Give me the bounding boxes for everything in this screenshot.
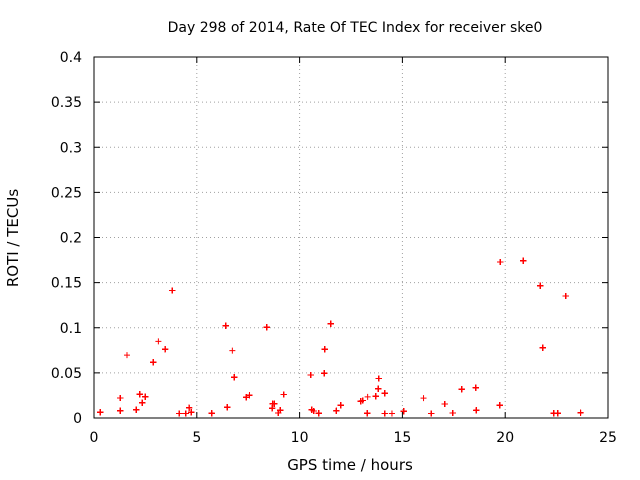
data-point xyxy=(155,338,162,345)
axis-ticks: 0 5 10 15 20 25 0 0.05 0.1 0.15 0.2 0.25 0.3 0.35 0.4 xyxy=(51,50,617,446)
data-point xyxy=(333,407,340,414)
data-point xyxy=(359,397,366,404)
data-point xyxy=(188,409,195,416)
data-point xyxy=(310,408,317,415)
x-tick-label: 25 xyxy=(599,430,617,446)
data-point xyxy=(375,385,382,392)
y-tick-label: 0.3 xyxy=(60,140,82,156)
data-point xyxy=(337,402,344,409)
data-point xyxy=(231,374,238,381)
data-point xyxy=(327,320,334,327)
data-point xyxy=(562,292,569,299)
x-tick-label: 20 xyxy=(496,430,514,446)
data-point xyxy=(275,410,282,417)
data-point xyxy=(280,391,287,398)
x-tick-label: 10 xyxy=(291,430,309,446)
data-point xyxy=(449,410,456,417)
data-point xyxy=(224,404,231,411)
data-point xyxy=(364,393,371,400)
data-point xyxy=(472,384,479,391)
data-point xyxy=(420,395,427,402)
data-point xyxy=(375,375,382,382)
data-point xyxy=(243,394,250,401)
data-point xyxy=(497,258,504,265)
data-point xyxy=(182,410,189,417)
data-point xyxy=(142,393,149,400)
data-point xyxy=(473,407,480,414)
data-point xyxy=(117,407,124,414)
data-point xyxy=(315,410,322,417)
y-tick-label: 0.4 xyxy=(60,50,82,66)
data-point xyxy=(162,346,169,353)
data-point xyxy=(428,410,435,417)
data-point xyxy=(222,322,229,329)
y-tick-label: 0.05 xyxy=(51,366,82,382)
data-point xyxy=(550,410,557,417)
y-axis-label: ROTI / TECUs xyxy=(4,189,22,287)
data-point xyxy=(97,409,104,416)
y-tick-label: 0.1 xyxy=(60,321,82,337)
data-point xyxy=(246,392,253,399)
y-tick-label: 0.35 xyxy=(51,95,82,111)
data-point xyxy=(458,386,465,393)
data-point xyxy=(150,359,157,366)
data-point xyxy=(169,287,176,294)
data-point xyxy=(269,405,276,412)
data-point xyxy=(186,404,193,411)
chart-title: Day 298 of 2014, Rate Of TEC Index for r… xyxy=(168,20,543,36)
data-point xyxy=(271,400,278,407)
data-point xyxy=(133,406,140,413)
y-tick-label: 0.2 xyxy=(60,231,82,247)
data-point xyxy=(577,409,584,416)
data-point xyxy=(539,344,546,351)
y-tick-label: 0 xyxy=(73,411,82,427)
data-point xyxy=(139,399,146,406)
data-point xyxy=(381,390,388,397)
data-point xyxy=(496,402,503,409)
data-point xyxy=(208,410,215,417)
data-point xyxy=(321,370,328,377)
data-points xyxy=(97,257,584,417)
data-point xyxy=(520,257,527,264)
data-point xyxy=(537,282,544,289)
grid-lines xyxy=(94,57,608,418)
data-point xyxy=(117,395,124,402)
x-axis-label: GPS time / hours xyxy=(287,456,413,474)
x-tick-label: 5 xyxy=(192,430,201,446)
data-point xyxy=(400,408,407,415)
data-point xyxy=(136,391,143,398)
y-tick-label: 0.25 xyxy=(51,185,82,201)
data-point xyxy=(389,410,395,417)
data-point xyxy=(263,324,270,331)
data-point xyxy=(381,410,388,417)
x-tick-label: 0 xyxy=(90,430,99,446)
data-point xyxy=(123,352,130,359)
x-tick-label: 15 xyxy=(393,430,411,446)
data-point xyxy=(229,347,236,354)
data-point xyxy=(176,410,183,417)
data-point xyxy=(441,401,448,408)
data-point xyxy=(307,372,314,379)
data-point xyxy=(364,410,371,417)
y-tick-label: 0.15 xyxy=(51,276,82,292)
data-point xyxy=(372,393,379,400)
data-point xyxy=(321,346,328,353)
